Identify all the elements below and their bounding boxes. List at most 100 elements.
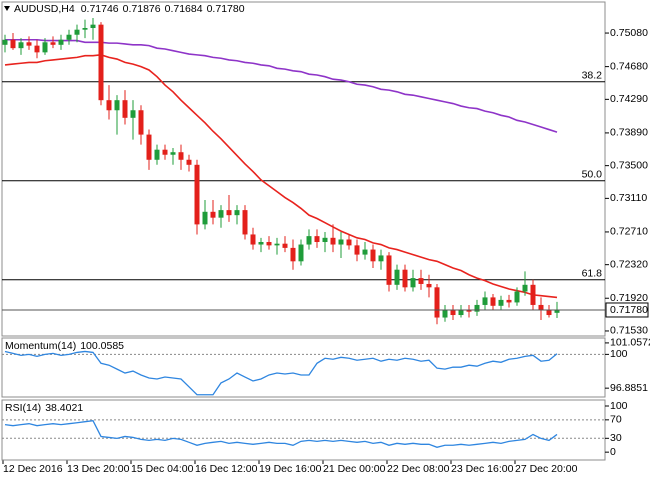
candle-body — [354, 245, 360, 255]
indicator-line — [4, 420, 558, 448]
candle-body — [426, 283, 432, 288]
x-tick-label: 27 Dec 20:00 — [515, 463, 578, 475]
candle-body — [42, 42, 48, 53]
y-tick-label: 0.72320 — [610, 258, 648, 270]
fib-label: 38.2 — [582, 70, 603, 82]
candle-body — [226, 210, 232, 216]
candle-body — [18, 42, 24, 49]
indicator-name: RSI(14) — [5, 402, 41, 414]
candle-body — [362, 249, 368, 255]
price-tag-label: 0.71780 — [610, 304, 648, 316]
candle-body — [410, 278, 416, 288]
candle-body — [506, 299, 512, 303]
indicator-title: RSI(14) 38.4021 — [5, 402, 83, 414]
x-tick-label: 23 Dec 16:00 — [451, 463, 514, 475]
candle-body — [434, 287, 440, 318]
candle-body — [114, 100, 120, 111]
candle-body — [418, 278, 424, 284]
candle-body — [546, 309, 552, 316]
y-tick-label: 100 — [610, 348, 628, 360]
ohlc-value: 0.71684 — [165, 3, 203, 15]
candle-body — [274, 243, 280, 246]
candle-body — [330, 237, 336, 245]
candle-body — [154, 149, 160, 160]
x-tick-label: 19 Dec 16:00 — [259, 463, 322, 475]
fib-label: 61.8 — [582, 268, 603, 280]
y-tick-label: 0.71920 — [610, 292, 648, 304]
candle-body — [98, 24, 104, 101]
x-tick-label: 16 Dec 12:00 — [195, 463, 258, 475]
y-tick-label: 0.73110 — [610, 192, 647, 204]
candle-body — [234, 210, 240, 216]
candle-body — [138, 110, 144, 135]
candle-body — [306, 236, 312, 245]
panel — [1, 337, 606, 398]
candle-body — [522, 284, 528, 292]
candle-body — [122, 100, 128, 118]
candle-body — [186, 159, 192, 165]
x-tick-label: 21 Dec 00:00 — [323, 463, 386, 475]
x-tick-label: 15 Dec 04:00 — [131, 463, 194, 475]
indicator-value: 100.0585 — [80, 340, 124, 352]
y-tick-label: 0 — [610, 446, 616, 458]
indicator-title: Momentum(14) 100.0585 — [5, 340, 124, 352]
x-tick-label: 12 Dec 2016 — [3, 463, 63, 475]
candle-body — [202, 211, 208, 225]
candle-body — [370, 249, 376, 262]
candle-body — [490, 297, 496, 306]
candle-body — [314, 236, 320, 243]
x-tick-label: 22 Dec 08:00 — [387, 463, 450, 475]
candle-body — [2, 39, 8, 45]
candle-body — [194, 164, 200, 225]
candle-body — [58, 39, 64, 45]
candle-body — [266, 242, 272, 246]
candle-body — [474, 304, 480, 312]
candle-body — [26, 42, 32, 46]
candle-body — [394, 269, 400, 285]
candle-body — [106, 100, 112, 111]
indicator-name: Momentum(14) — [5, 340, 76, 352]
candle-body — [386, 255, 392, 285]
panel — [1, 399, 606, 461]
y-tick-label: 0.72710 — [610, 226, 648, 238]
candle-body — [378, 255, 384, 262]
price-tag — [605, 302, 649, 318]
candle-body — [178, 152, 184, 160]
y-tick-label: 100 — [610, 400, 628, 412]
candle-body — [402, 269, 408, 288]
x-tick-label: 13 Dec 20:00 — [67, 463, 130, 475]
chart-header: AUDUSD,H4 0.71746 0.71876 0.71684 0.71780 — [14, 3, 245, 15]
candle-body — [74, 29, 80, 35]
candle-body — [554, 309, 560, 313]
candle-body — [290, 247, 296, 262]
y-tick-label: 0.73500 — [610, 159, 648, 171]
y-tick-label: 101.0572 — [610, 337, 650, 349]
candle-body — [146, 134, 152, 160]
candle-body — [514, 291, 520, 303]
y-tick-label: 0.71530 — [610, 325, 648, 337]
candle-body — [450, 309, 456, 316]
y-tick-label: 70 — [610, 414, 622, 426]
candle-body — [442, 309, 448, 318]
y-tick-label: 0.75080 — [610, 27, 648, 39]
candle-body — [498, 299, 504, 306]
candle-body — [82, 28, 88, 30]
y-tick-label: 0.74290 — [610, 93, 648, 105]
candle-body — [162, 149, 168, 155]
candle-body — [90, 24, 96, 29]
candle-body — [250, 234, 256, 245]
panel — [1, 1, 606, 337]
y-tick-label: 96.8851 — [610, 382, 648, 394]
symbol: AUDUSD,H4 — [14, 3, 75, 15]
candle-body — [298, 244, 304, 262]
candle-body — [458, 309, 464, 316]
fib-label: 50.0 — [582, 169, 603, 181]
moving-average — [4, 54, 558, 299]
candle-body — [538, 304, 544, 310]
candle-body — [66, 34, 72, 40]
indicator-value: 38.4021 — [45, 402, 83, 414]
candle-body — [242, 210, 248, 235]
candle-body — [50, 42, 56, 45]
indicator-line — [4, 350, 558, 396]
candle-body — [530, 284, 536, 305]
